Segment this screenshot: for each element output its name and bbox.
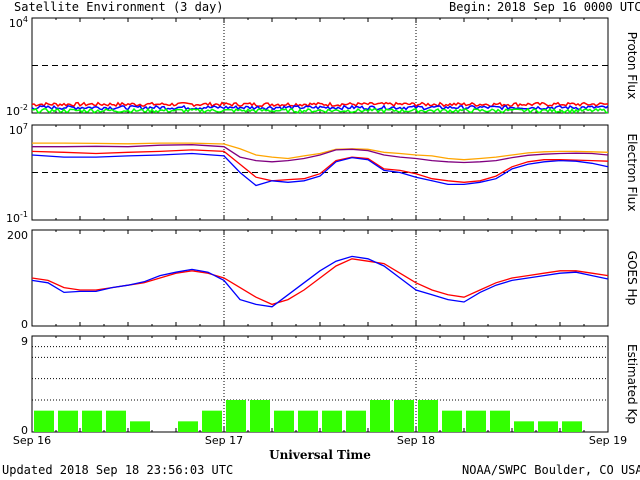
y-tick-label-bottom: 10-2 bbox=[6, 103, 28, 118]
y-tick-label-bottom: 10-1 bbox=[6, 210, 28, 225]
chart-title: Satellite Environment (3 day) bbox=[14, 0, 224, 14]
x-tick-label: Sep 16 bbox=[13, 434, 51, 447]
credit-text: NOAA/SWPC Boulder, CO USA bbox=[462, 463, 640, 477]
kp-bar bbox=[130, 421, 150, 432]
kp-bar bbox=[106, 410, 126, 432]
y-tick-label-top: 9 bbox=[21, 335, 28, 348]
y-axis-label: Proton Flux bbox=[625, 32, 639, 99]
electron-series-line bbox=[31, 149, 609, 183]
kp-bar bbox=[490, 410, 510, 432]
kp-bar bbox=[226, 400, 246, 432]
kp-bar bbox=[178, 421, 198, 432]
hp-series-line bbox=[31, 258, 609, 306]
y-tick-label-top: 200 bbox=[7, 229, 28, 242]
y-tick-label-top: 107 bbox=[9, 122, 28, 137]
electron-series-line bbox=[32, 144, 609, 164]
kp-bar bbox=[370, 400, 390, 432]
kp-bar bbox=[538, 421, 558, 432]
updated-text: Updated 2018 Sep 18 23:56:03 UTC bbox=[2, 463, 234, 477]
kp-bar bbox=[394, 400, 414, 432]
y-axis-label: Electron Flux bbox=[625, 134, 639, 212]
proton-series-line bbox=[31, 101, 609, 108]
x-tick-label: Sep 17 bbox=[205, 434, 243, 447]
kp-bar bbox=[34, 410, 54, 432]
kp-bar bbox=[442, 410, 462, 432]
panel-frame bbox=[31, 17, 609, 114]
x-axis-label: Universal Time bbox=[269, 448, 371, 462]
proton-series-line bbox=[31, 107, 608, 114]
begin-value: 2018 Sep 16 0000 UTC bbox=[497, 0, 640, 14]
kp-bar bbox=[250, 400, 270, 432]
kp-bar bbox=[82, 410, 102, 432]
kp-bar bbox=[346, 410, 366, 432]
x-tick-label: Sep 19 bbox=[589, 434, 627, 447]
kp-bar bbox=[298, 410, 318, 432]
kp-bar bbox=[418, 400, 438, 432]
electron-series-line bbox=[32, 142, 609, 161]
kp-bar bbox=[466, 410, 486, 432]
y-tick-label-top: 104 bbox=[9, 15, 28, 30]
kp-bar bbox=[58, 410, 78, 432]
y-axis-label: Estimated Kp bbox=[625, 344, 639, 424]
panel-frame bbox=[31, 124, 609, 221]
kp-bar bbox=[202, 410, 222, 432]
kp-bar bbox=[562, 421, 582, 432]
y-tick-label-bottom: 0 bbox=[21, 318, 28, 331]
electron-series-line bbox=[31, 152, 609, 187]
kp-bar bbox=[274, 410, 294, 432]
x-tick-label: Sep 18 bbox=[397, 434, 435, 447]
kp-bar bbox=[514, 421, 534, 432]
begin-label: Begin: bbox=[449, 0, 493, 14]
y-tick-label-bottom: 0 bbox=[21, 424, 28, 437]
hp-series-line bbox=[31, 255, 609, 308]
y-axis-label: GOES Hp bbox=[625, 251, 639, 305]
kp-bar bbox=[322, 410, 342, 432]
